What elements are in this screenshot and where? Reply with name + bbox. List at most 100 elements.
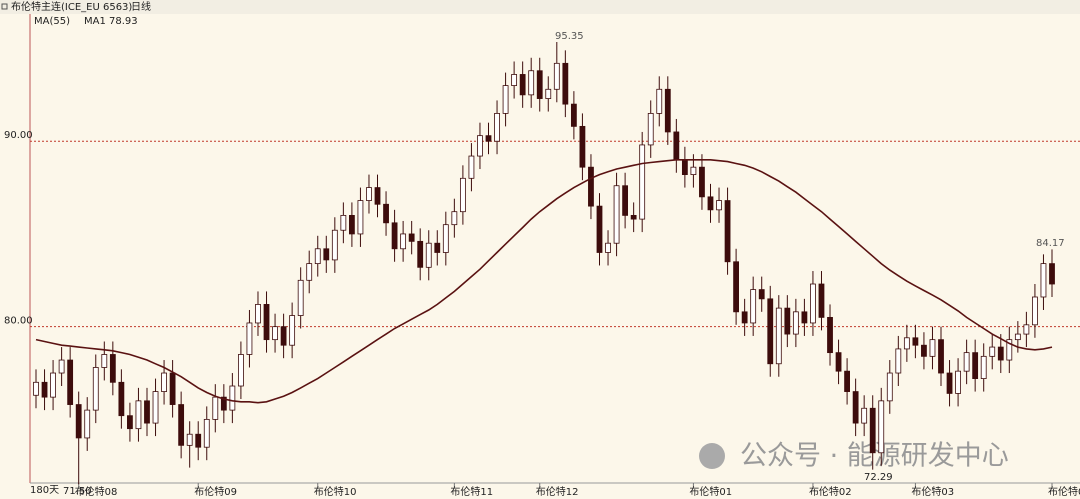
- candle-body: [605, 242, 611, 253]
- x-tick-label: 布伦特10: [314, 485, 357, 498]
- candle-body: [801, 311, 808, 324]
- indicator[interactable]: MA(55): [34, 16, 70, 27]
- candle-body: [477, 135, 483, 157]
- candle-body: [220, 396, 227, 411]
- candle-body: [835, 352, 842, 372]
- candle-body: [502, 85, 509, 114]
- candle-body: [963, 352, 970, 372]
- candle-body: [306, 263, 313, 281]
- candle-body: [195, 433, 202, 448]
- candle-body: [272, 326, 278, 341]
- candle-body: [681, 159, 688, 175]
- candle-body: [707, 196, 714, 211]
- candle-body: [314, 248, 321, 265]
- candle-body: [161, 372, 167, 392]
- x-tick-label: 布伦特03: [911, 485, 954, 498]
- candle-body: [408, 233, 415, 242]
- candle-body: [212, 396, 219, 420]
- y-tick-label: 80.00: [4, 316, 33, 327]
- candle-body: [41, 381, 48, 398]
- candle-body: [946, 372, 953, 394]
- candle-body: [357, 200, 364, 235]
- candle-body: [912, 337, 919, 346]
- candle-body: [596, 205, 603, 253]
- candle-body: [775, 307, 782, 365]
- candle-body: [852, 391, 859, 424]
- annotation: 72.29: [864, 472, 893, 483]
- candle-body: [400, 233, 407, 250]
- candle-body: [186, 433, 193, 446]
- candle-body: [536, 70, 543, 99]
- candle-body: [58, 359, 65, 374]
- candle-body: [733, 261, 740, 313]
- x-tick-label: 布伦特12: [536, 485, 579, 498]
- candle-body: [553, 62, 560, 90]
- candle-body: [485, 135, 492, 142]
- candle-body: [886, 372, 893, 402]
- candle-body: [1014, 333, 1021, 341]
- candle-body: [238, 354, 244, 387]
- candle-body: [562, 62, 569, 105]
- candle-body: [844, 370, 850, 392]
- candle-body: [861, 407, 868, 424]
- candle-body: [869, 407, 876, 454]
- candle-body: [903, 337, 910, 350]
- candle-body: [229, 385, 236, 411]
- candle-body: [972, 352, 979, 379]
- annotation: 84.17: [1036, 238, 1065, 249]
- candle-body: [997, 346, 1004, 361]
- candle-body: [767, 298, 774, 365]
- candle-body: [366, 187, 372, 201]
- candle-body: [579, 125, 586, 168]
- candle-body: [750, 289, 757, 324]
- candle-body: [827, 316, 833, 354]
- candle-body: [511, 74, 518, 86]
- candle-body: [792, 311, 799, 335]
- candle-body: [639, 144, 646, 220]
- candle-body: [613, 185, 620, 244]
- candle-body: [67, 359, 74, 405]
- candle-body: [434, 242, 441, 253]
- candle-body: [144, 400, 150, 424]
- period[interactable]: 日线: [131, 0, 151, 13]
- candle-body: [664, 88, 671, 133]
- candle-body: [101, 354, 108, 368]
- candle-body: [673, 131, 680, 161]
- candle-body: [451, 211, 458, 226]
- candle-body: [417, 240, 424, 268]
- candle-body: [297, 279, 304, 316]
- ma-line: [35, 159, 1053, 404]
- candle-body: [442, 224, 449, 253]
- candle-body: [50, 372, 56, 398]
- ma-label: MA1 78.93: [84, 16, 138, 27]
- candle-body: [545, 88, 552, 99]
- candle-body: [340, 214, 347, 231]
- candle-body: [92, 367, 99, 411]
- candle-body: [955, 370, 961, 394]
- candle-body: [459, 177, 466, 213]
- chart-title: 布伦特主连(ICE_EU 6563): [11, 0, 132, 13]
- candle-body: [656, 88, 663, 114]
- x-tick-label: 布伦特09: [194, 485, 237, 498]
- range-label: 180天: [30, 485, 59, 496]
- candle-body: [127, 415, 133, 430]
- candle-body: [1032, 296, 1038, 326]
- candle-body: [135, 400, 142, 430]
- candle-body: [33, 381, 39, 396]
- candle-body: [84, 409, 91, 439]
- candle-body: [690, 166, 697, 175]
- candle-body: [929, 339, 936, 357]
- candle-body: [289, 315, 296, 346]
- candle-body: [169, 372, 176, 405]
- candle-body: [280, 326, 287, 346]
- candle-body: [519, 74, 526, 96]
- candle-body: [741, 311, 748, 324]
- x-tick-label: 布伦特04: [1048, 485, 1080, 498]
- candle-body: [980, 355, 987, 379]
- candle-body: [246, 322, 253, 355]
- watermark-icon: [699, 443, 725, 469]
- candle-body: [468, 155, 475, 179]
- candle-body: [323, 248, 330, 261]
- x-tick-label: 布伦特01: [689, 485, 732, 498]
